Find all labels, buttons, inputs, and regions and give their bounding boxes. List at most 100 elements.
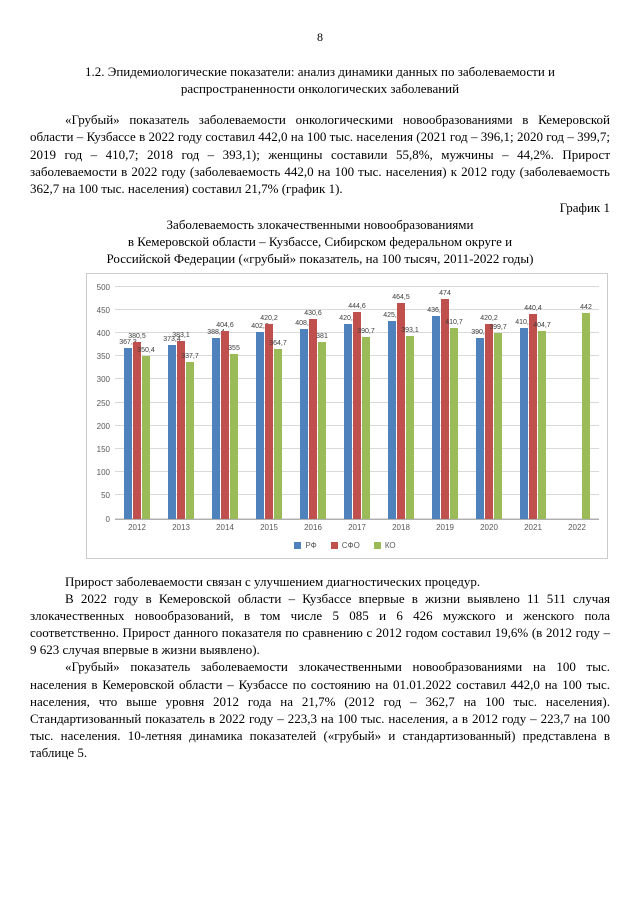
bar-value-label: 420,3 <box>339 314 357 322</box>
bar-value-label: 436,3 <box>427 307 445 315</box>
bar-slot: 444,6 <box>348 288 366 519</box>
y-axis: 0 50 100 150 200 250 300 350 400 450 500 <box>91 283 115 524</box>
legend-label: КО <box>384 540 396 550</box>
x-tick-label: 2018 <box>392 522 410 532</box>
y-tick-label: 100 <box>96 468 110 478</box>
bar-slot: 410,7 <box>445 288 463 519</box>
bar-slot: 464,5 <box>392 288 410 519</box>
bar-value-label: 404,6 <box>216 321 234 329</box>
bar-slot: 399,7 <box>489 288 507 519</box>
x-tick-label: 2019 <box>436 522 454 532</box>
x-tick-label: 2020 <box>480 522 498 532</box>
bar-slot: 404,6 <box>216 288 234 519</box>
legend-label: СФО <box>341 540 360 550</box>
y-tick-label: 150 <box>96 444 110 454</box>
bar-group-2012: 367,3 380,5 350,4 <box>115 288 159 519</box>
bar-value-label: 408,6 <box>295 319 313 327</box>
paragraph-incidence-overview: «Грубый» показатель заболеваемости онкол… <box>30 112 610 196</box>
bar-value-label: 474 <box>439 289 451 297</box>
bar-slot: 408,6 <box>295 288 313 519</box>
chart-title-line-2: в Кемеровской области – Кузбассе, Сибирс… <box>127 234 513 250</box>
bar-slot: 383,1 <box>172 288 190 519</box>
incidence-bar-chart: 0 50 100 150 200 250 300 350 400 450 500 367,3 380,… <box>86 272 608 559</box>
bar-group-2021: 410,4 440,4 404,7 <box>511 288 555 519</box>
bar-slot: 390,2 <box>471 288 489 519</box>
page-number: 8 <box>317 30 323 44</box>
bar-РФ-2021 <box>520 328 528 519</box>
chart-caption: График 1 <box>559 200 610 216</box>
bar-value-label: 390,2 <box>471 328 489 336</box>
bar-slot: 337,7 <box>181 288 199 519</box>
bar-КО-2015 <box>274 349 282 519</box>
bar-СФО-2014 <box>221 330 229 519</box>
chart-bars: 367,3 380,5 350,4 373,4 383,1 337,7 388,4 404,6… <box>115 288 599 519</box>
paragraph-crude-standardized: «Грубый» показатель заболеваемости злока… <box>30 659 610 761</box>
bar-value-label: 440,4 <box>524 305 542 313</box>
paragraph-diagnostics-note: Прирост заболеваемости связан с улучшени… <box>65 573 481 589</box>
bar-value-label: 393,1 <box>401 327 419 335</box>
bar-value-label: 410,4 <box>515 319 533 327</box>
bar-РФ-2018 <box>388 321 396 519</box>
bar-group-2014: 388,4 404,6 355 <box>203 288 247 519</box>
y-tick-label: 450 <box>96 305 110 315</box>
bar-group-2013: 373,4 383,1 337,7 <box>159 288 203 519</box>
bar-value-label: 425,5 <box>383 312 401 320</box>
bar-slot: 430,6 <box>304 288 322 519</box>
bar-group-2020: 390,2 420,2 399,7 <box>467 288 511 519</box>
bar-value-label: 442 <box>580 304 592 312</box>
y-tick-label: 200 <box>96 421 110 431</box>
bar-slot: 440,4 <box>524 288 542 519</box>
bar-slot <box>564 288 573 519</box>
bar-КО-2020 <box>494 333 502 519</box>
bar-value-label: 364,7 <box>269 340 287 348</box>
bar-value-label: 399,7 <box>489 324 507 332</box>
x-tick-label: 2017 <box>348 522 366 532</box>
x-tick-label: 2015 <box>260 522 278 532</box>
gridline <box>115 308 599 310</box>
bar-group-2015: 402,6 420,2 364,7 <box>247 288 291 519</box>
legend-item-СФО: СФО <box>330 540 360 550</box>
bar-value-label: 350,4 <box>137 346 155 354</box>
bar-СФО-2021 <box>529 314 537 519</box>
bar-slot: 364,7 <box>269 288 287 519</box>
bar-slot: 381 <box>316 288 328 519</box>
bar-КО-2019 <box>450 328 458 519</box>
y-tick-label: 500 <box>96 282 110 292</box>
bar-value-label: 381 <box>316 332 328 340</box>
bar-КО-2017 <box>362 337 370 519</box>
bar-КО-2012 <box>142 355 150 519</box>
y-tick-label: 50 <box>101 491 110 501</box>
chart-plot: 367,3 380,5 350,4 373,4 383,1 337,7 388,4 404,6… <box>115 285 599 520</box>
bar-group-2017: 420,3 444,6 390,7 <box>335 288 379 519</box>
bar-slot <box>573 288 582 519</box>
bar-value-label: 430,6 <box>304 309 322 317</box>
bar-group-2018: 425,5 464,5 393,1 <box>379 288 423 519</box>
legend-swatch-icon <box>330 541 338 549</box>
bar-СФО-2020 <box>485 323 493 519</box>
bar-РФ-2016 <box>300 328 308 519</box>
bar-value-label: 380,5 <box>128 333 146 341</box>
bar-slot: 474 <box>439 288 451 519</box>
bar-value-label: 337,7 <box>181 352 199 360</box>
bar-slot: 420,2 <box>480 288 498 519</box>
page-content: 8 1.2. Эпидемиологические показатели: ан… <box>30 30 610 761</box>
bar-slot: 436,3 <box>427 288 445 519</box>
gridline <box>115 285 599 287</box>
bar-slot: 420,2 <box>260 288 278 519</box>
x-tick-label: 2021 <box>524 522 542 532</box>
bar-value-label: 420,2 <box>260 314 278 322</box>
bar-group-2016: 408,6 430,6 381 <box>291 288 335 519</box>
chart-legend: РФ СФО КО <box>91 541 599 550</box>
bar-slot: 404,7 <box>533 288 551 519</box>
bar-СФО-2017 <box>353 312 361 519</box>
bar-value-label: 373,4 <box>163 336 181 344</box>
y-tick-label: 300 <box>96 375 110 385</box>
bar-slot: 355 <box>228 288 240 519</box>
bar-slot: 388,4 <box>207 288 225 519</box>
bar-slot: 390,7 <box>357 288 375 519</box>
bar-КО-2013 <box>186 361 194 519</box>
bar-СФО-2018 <box>397 303 405 519</box>
bar-КО-2022 <box>582 313 590 519</box>
legend-label: РФ <box>305 540 317 550</box>
